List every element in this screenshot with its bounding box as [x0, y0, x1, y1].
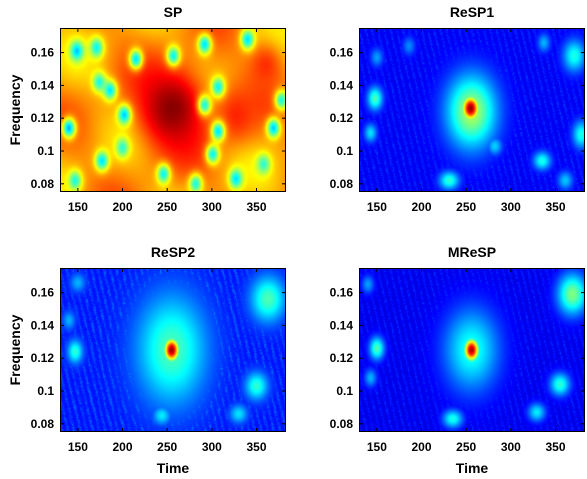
- heatmap-image: [60, 268, 286, 432]
- x-tick-label: 250: [456, 440, 476, 454]
- y-tick-label: 0.08: [330, 177, 354, 191]
- panel-resp1: 150 200 250 300 350 0.08 0.1 0.12 0.14 0.16 ReSP1: [330, 4, 585, 214]
- axes-frame: [359, 268, 585, 432]
- y-tick-label: 0.14: [330, 78, 354, 92]
- y-tick-label: 0.1: [37, 144, 54, 158]
- panel-title: MReSP: [448, 244, 496, 260]
- x-tick-label: 350: [247, 200, 267, 214]
- panel-sp: 150 200 250 300 350 0.08 0.1 0.12 0.14 0.16 SP Fr…: [7, 4, 286, 214]
- y-tick-label: 0.12: [330, 351, 354, 365]
- y-tick-label: 0.16: [330, 286, 354, 300]
- x-tick-label: 350: [546, 200, 566, 214]
- y-tick-label: 0.12: [31, 111, 55, 125]
- y-tick-label: 0.1: [37, 384, 54, 398]
- axes-frame: [60, 268, 286, 432]
- y-tick-label: 0.12: [330, 111, 354, 125]
- x-tick-label: 350: [247, 440, 267, 454]
- y-tick-label: 0.14: [31, 78, 55, 92]
- x-tick-label: 300: [501, 440, 521, 454]
- x-axis-label: Time: [157, 460, 190, 476]
- y-tick-label: 0.08: [31, 417, 55, 431]
- x-tick-label: 300: [501, 200, 521, 214]
- ticks: 150 200 250 300 350 0.08 0.1 0.12 0.14 0.16: [330, 268, 585, 454]
- panel-mresp: 150 200 250 300 350 0.08 0.1 0.12 0.14 0.16 MReSP…: [330, 244, 585, 476]
- y-tick-label: 0.1: [336, 384, 353, 398]
- y-tick-label: 0.16: [330, 46, 354, 60]
- x-tick-label: 150: [367, 200, 387, 214]
- x-tick-label: 150: [68, 200, 88, 214]
- y-axis-label: Frequency: [7, 74, 23, 145]
- x-tick-label: 300: [202, 200, 222, 214]
- y-tick-label: 0.14: [330, 318, 354, 332]
- y-tick-label: 0.08: [330, 417, 354, 431]
- y-tick-label: 0.14: [31, 318, 55, 332]
- panel-title: SP: [164, 4, 183, 20]
- ticks: 150 200 250 300 350 0.08 0.1 0.12 0.14 0.16: [330, 28, 585, 214]
- heatmap-image: [359, 28, 585, 192]
- ticks: 150 200 250 300 350 0.08 0.1 0.12 0.14 0.16: [31, 268, 286, 454]
- y-tick-label: 0.1: [336, 144, 353, 158]
- x-tick-label: 150: [68, 440, 88, 454]
- panel-resp2: 150 200 250 300 350 0.08 0.1 0.12 0.14 0.16 ReSP2…: [7, 244, 286, 476]
- y-tick-label: 0.16: [31, 286, 55, 300]
- x-tick-label: 200: [412, 440, 432, 454]
- panel-title: ReSP2: [151, 244, 196, 260]
- y-axis-label: Frequency: [7, 314, 23, 385]
- x-tick-label: 200: [113, 200, 133, 214]
- x-tick-label: 200: [113, 440, 133, 454]
- x-tick-label: 250: [157, 440, 177, 454]
- y-tick-label: 0.16: [31, 46, 55, 60]
- y-tick-label: 0.12: [31, 351, 55, 365]
- heatmap-image: [60, 28, 286, 192]
- axes-frame: [359, 28, 585, 192]
- y-tick-label: 0.08: [31, 177, 55, 191]
- x-tick-label: 150: [367, 440, 387, 454]
- x-axis-label: Time: [456, 460, 489, 476]
- x-tick-label: 300: [202, 440, 222, 454]
- x-tick-label: 250: [157, 200, 177, 214]
- x-tick-label: 250: [456, 200, 476, 214]
- x-tick-label: 200: [412, 200, 432, 214]
- panel-title: ReSP1: [450, 4, 495, 20]
- axes-frame: [60, 28, 286, 192]
- x-tick-label: 350: [546, 440, 566, 454]
- heatmap-image: [359, 268, 585, 432]
- ticks: 150 200 250 300 350 0.08 0.1 0.12 0.14 0.16: [31, 28, 286, 214]
